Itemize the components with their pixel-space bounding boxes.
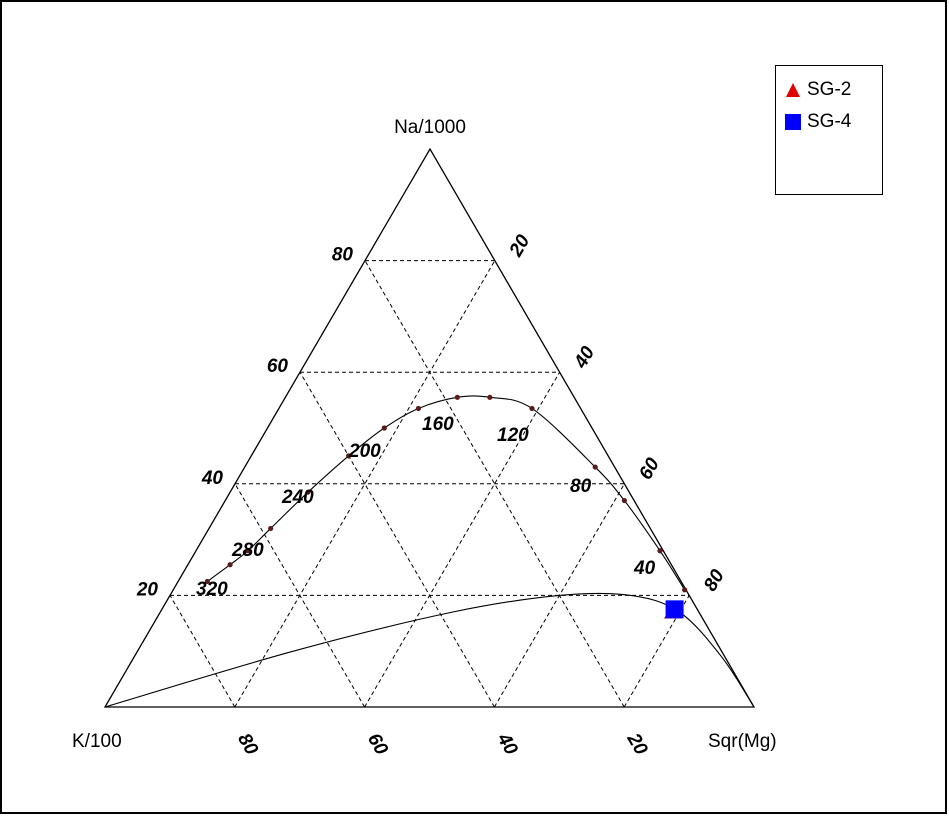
curve-dot bbox=[592, 464, 598, 470]
tick-label-right: 60 bbox=[635, 454, 664, 483]
labels: Na/1000 K/100 Sqr(Mg) 80 60 40 20 20 40 60 80 80 60 4… bbox=[72, 117, 777, 759]
curve-dot bbox=[529, 405, 535, 412]
grid-line bbox=[299, 371, 495, 708]
temperature-label: 240 bbox=[281, 487, 314, 508]
curve-dot bbox=[381, 425, 387, 431]
curve-dot bbox=[227, 562, 233, 568]
triangle-outline bbox=[103, 147, 756, 708]
tick-label-bottom: 80 bbox=[233, 730, 262, 759]
tick-label-right: 40 bbox=[570, 343, 599, 373]
curve-dot bbox=[487, 394, 493, 400]
tick-label-left: 60 bbox=[267, 356, 289, 377]
tick-label-left: 20 bbox=[136, 579, 159, 600]
temperature-label: 280 bbox=[231, 540, 264, 561]
curve-dot bbox=[682, 587, 688, 593]
grid-line bbox=[169, 595, 236, 708]
curve-dot bbox=[305, 489, 311, 495]
temperature-label: 200 bbox=[348, 441, 381, 462]
tick-label-bottom: 20 bbox=[622, 729, 651, 759]
grid-line bbox=[364, 371, 561, 708]
curves bbox=[104, 395, 755, 708]
legend: SG-2 SG-4 bbox=[775, 65, 883, 195]
grid-line bbox=[234, 260, 496, 708]
blue-square-icon bbox=[785, 114, 801, 130]
legend-label-sg2: SG-2 bbox=[807, 79, 852, 100]
legend-item-sg2: SG-2 bbox=[784, 78, 851, 102]
red-triangle-icon bbox=[786, 83, 800, 97]
lower-curve bbox=[104, 592, 755, 708]
tick-label-bottom: 60 bbox=[363, 730, 392, 759]
grid-line bbox=[234, 483, 366, 708]
curve-dots bbox=[204, 394, 688, 593]
curve-dot bbox=[621, 497, 627, 504]
vertex-label-left: K/100 bbox=[72, 731, 122, 752]
temperature-label: 320 bbox=[196, 579, 228, 600]
temperature-label: 80 bbox=[570, 476, 592, 497]
curve-dot bbox=[346, 453, 352, 459]
grid-line bbox=[364, 260, 625, 708]
temperature-label: 120 bbox=[497, 425, 529, 446]
vertex-label-right: Sqr(Mg) bbox=[708, 731, 777, 752]
triangle-border bbox=[103, 147, 756, 708]
curve-dot bbox=[415, 405, 422, 412]
tick-label-right: 20 bbox=[505, 231, 534, 261]
curve-dot bbox=[204, 578, 210, 585]
data-points bbox=[663, 600, 684, 619]
vertex-label-top: Na/1000 bbox=[394, 117, 466, 138]
legend-label-sg4: SG-4 bbox=[807, 111, 852, 132]
curve-dot bbox=[268, 525, 274, 532]
tick-label-bottom: 40 bbox=[492, 729, 521, 759]
tick-label-left: 80 bbox=[332, 245, 354, 266]
legend-item-sg4: SG-4 bbox=[784, 110, 851, 134]
tick-label-right: 80 bbox=[700, 566, 729, 595]
temperature-label: 40 bbox=[633, 558, 656, 579]
data-point-sg-4 bbox=[665, 600, 684, 619]
curve-dot bbox=[245, 548, 251, 554]
curve-dot bbox=[657, 548, 663, 554]
tick-label-left: 40 bbox=[201, 468, 224, 489]
curve-dot bbox=[454, 394, 460, 400]
temperature-label: 160 bbox=[422, 414, 454, 435]
